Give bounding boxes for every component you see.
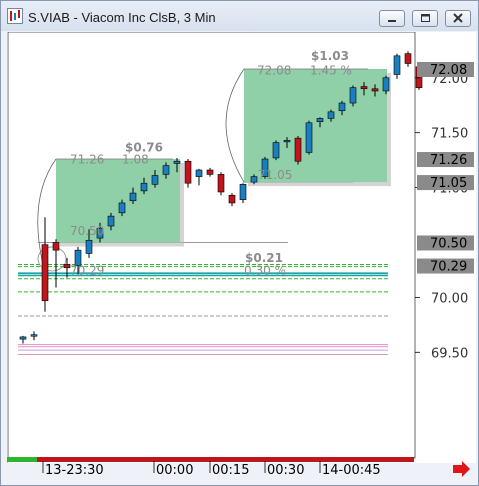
up-candle: [173, 160, 181, 164]
down-candle: [41, 244, 49, 301]
up-candle: [316, 118, 324, 123]
up-candle: [239, 183, 247, 200]
up-candle: [140, 182, 148, 192]
up-candle: [19, 336, 27, 340]
time-tick-label: 00:00: [156, 463, 193, 478]
price-tick-label: 69.50: [431, 346, 468, 361]
session-bar: [7, 457, 414, 462]
price-chart[interactable]: $0.76 71.26 1.08 70.50 $1.03 72.08 1.45 % 71.05…: [7, 31, 476, 463]
session-bar: [7, 457, 37, 462]
up-candle: [283, 140, 291, 143]
down-candle: [294, 137, 302, 162]
box-change-label: $0.76: [125, 140, 163, 154]
price-tick-label: 70.00: [431, 291, 468, 306]
up-candle: [382, 77, 390, 92]
range-bracket: [37, 158, 57, 265]
box-top-label: 72.08: [257, 63, 291, 77]
up-candle: [107, 215, 115, 227]
down-candle: [371, 88, 379, 92]
down-candle: [217, 174, 225, 193]
time-axis: 13-23:30 00:00 00:15 00:30 14-00:45: [7, 457, 470, 478]
price-tag: [417, 258, 474, 274]
up-candle: [30, 334, 38, 337]
annotation-pct-label: 0.30 %: [244, 263, 286, 277]
up-candle: [327, 111, 335, 119]
up-candle: [305, 122, 313, 153]
range-box: [56, 159, 180, 243]
price-tag-label: 71.05: [430, 176, 467, 191]
time-tick-label: 00:15: [212, 463, 249, 478]
minimize-icon: [388, 20, 396, 22]
down-candle: [360, 86, 368, 90]
up-candle: [393, 55, 401, 75]
box-top-label: 71.26: [70, 152, 104, 166]
box-pct-label: 1.45 %: [310, 63, 352, 77]
scroll-right-arrow-icon[interactable]: [453, 461, 470, 477]
time-tick-label: 00:30: [267, 463, 304, 478]
window-title: S.VIAB - Viacom Inc ClsB, 3 Min: [28, 10, 216, 25]
close-icon: [453, 13, 463, 23]
up-candle: [195, 169, 203, 177]
up-candle: [151, 175, 159, 185]
down-candle: [52, 242, 60, 251]
price-tick-label: 71.50: [431, 127, 468, 142]
range-bracket: [37, 246, 67, 272]
box-bottom-label: 70.50: [70, 224, 104, 238]
price-tag: [417, 152, 474, 168]
minimize-button[interactable]: [379, 10, 405, 27]
up-candle: [261, 158, 269, 177]
price-tag: [417, 175, 474, 191]
up-candle: [250, 176, 258, 183]
maximize-button[interactable]: [412, 10, 438, 27]
up-candle: [85, 239, 93, 254]
down-candle: [404, 53, 412, 64]
range-bracket: [225, 68, 245, 183]
price-tag-label: 70.29: [430, 260, 467, 275]
up-candle: [74, 249, 82, 266]
chart-app-icon: [7, 8, 23, 24]
price-tag-label: 71.26: [430, 153, 467, 168]
annotation-change-label: $0.21: [245, 251, 283, 265]
time-tick-label: 14-00:45: [322, 463, 381, 478]
up-candle: [118, 202, 126, 214]
price-tag: [417, 235, 474, 251]
box-bottom-label: 71.05: [258, 168, 292, 182]
price-tag-label: 72.08: [430, 63, 467, 78]
annotation-low-label: 70.29: [70, 263, 104, 277]
price-tag: [417, 62, 474, 77]
price-tag-label: 70.50: [430, 236, 467, 251]
up-candle: [338, 102, 346, 112]
box-change-label: $1.03: [311, 49, 349, 63]
down-candle: [228, 194, 236, 204]
title-bar[interactable]: S.VIAB - Viacom Inc ClsB, 3 Min: [1, 1, 478, 31]
restore-icon: [421, 14, 430, 22]
up-candle: [162, 165, 170, 175]
up-candle: [272, 142, 280, 159]
down-candle: [184, 160, 192, 184]
down-candle: [206, 169, 214, 175]
down-candle: [63, 264, 71, 269]
time-tick-label: 13-23:30: [45, 463, 104, 478]
box-pct-label: 1.08: [122, 152, 149, 166]
close-button[interactable]: [445, 10, 471, 27]
up-candle: [96, 227, 104, 239]
up-candle: [129, 192, 137, 202]
up-candle: [349, 87, 357, 104]
chart-area[interactable]: $0.76 71.26 1.08 70.50 $1.03 72.08 1.45 % 71.05…: [7, 31, 476, 463]
